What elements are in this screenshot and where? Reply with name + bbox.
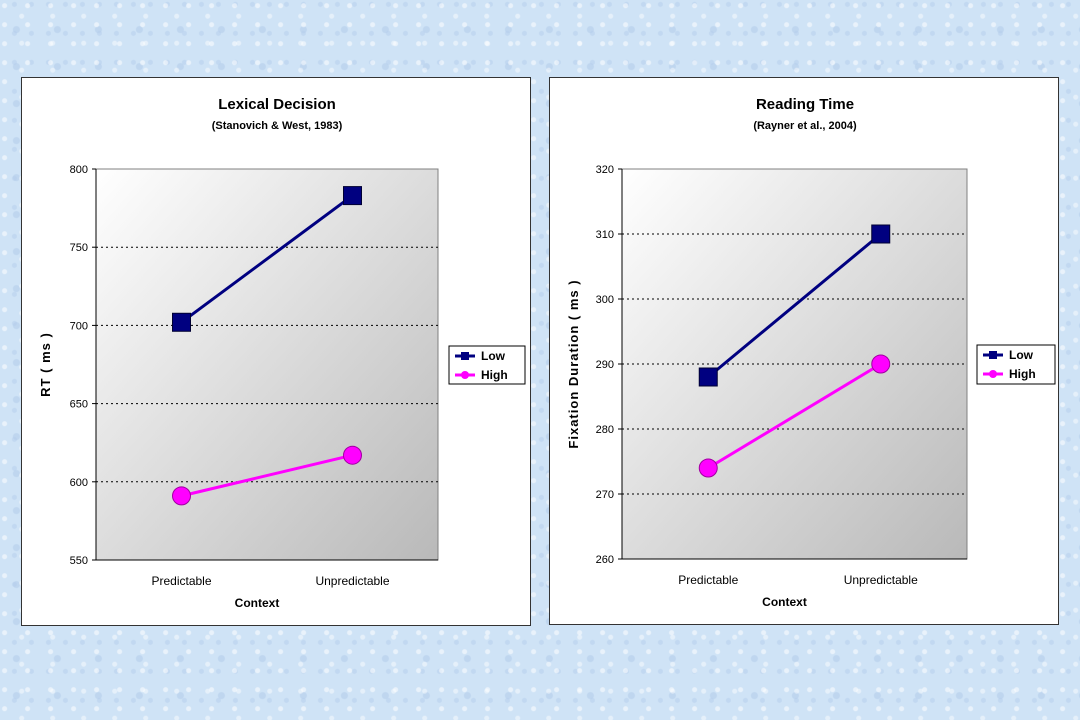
y-tick-label: 310: [596, 229, 614, 241]
series-line-high: [707, 362, 882, 470]
x-tick-label: Unpredictable: [844, 573, 918, 587]
y-tick-label: 260: [596, 554, 614, 566]
chart-title: Lexical Decision: [218, 96, 336, 113]
series-line-high: [181, 453, 353, 498]
legend-marker-high: [989, 370, 997, 378]
data-point-high: [698, 458, 718, 478]
data-point-high: [343, 445, 362, 465]
chart-panel-lexical-decision: Lexical Decision (Stanovich & West, 1983)…: [21, 77, 531, 626]
chart-panel-reading-time: Reading Time (Rayner et al., 2004) 260 270 2…: [549, 77, 1059, 625]
legend-marker-low: [989, 351, 997, 359]
y-tick-label: 700: [70, 320, 88, 332]
x-axis-title: Context: [235, 596, 280, 610]
x-tick-label: Predictable: [678, 573, 738, 587]
data-point-low: [698, 367, 718, 387]
y-tick-label: 300: [596, 294, 614, 306]
y-tick-label: 800: [70, 164, 88, 176]
y-tick-label: 750: [70, 242, 88, 254]
y-tick-label: 290: [596, 359, 614, 371]
y-tick-label: 550: [70, 555, 88, 567]
x-axis-title: Context: [762, 595, 807, 609]
legend-label-high: High: [481, 368, 508, 382]
data-point-low: [343, 186, 362, 206]
legend-marker-high: [461, 371, 469, 379]
chart-subtitle: (Rayner et al., 2004): [753, 120, 857, 132]
y-tick-label: 650: [70, 399, 88, 411]
reading-time-chart: Reading Time (Rayner et al., 2004) 260 270 2…: [566, 96, 1056, 609]
legend-box: [448, 345, 526, 385]
data-point-low: [172, 312, 191, 332]
x-tick-label: Predictable: [151, 574, 211, 588]
y-axis-title: RT ( ms ): [38, 332, 53, 397]
legend-label-low: Low: [481, 349, 506, 363]
data-point-high: [172, 486, 191, 506]
lexical-decision-chart: Lexical Decision (Stanovich & West, 1983)…: [38, 96, 526, 610]
legend-label-low: Low: [1009, 348, 1034, 362]
data-point-low: [871, 224, 891, 244]
legend-marker-low: [461, 352, 469, 360]
series-line-low: [180, 194, 354, 324]
data-point-high: [871, 354, 891, 374]
chart-subtitle: (Stanovich & West, 1983): [212, 120, 343, 132]
series-line-low: [707, 232, 882, 379]
y-axis-title: Fixation Duration ( ms ): [566, 279, 581, 448]
y-tick-label: 280: [596, 424, 614, 436]
legend-box: [976, 344, 1056, 385]
y-tick-label: 270: [596, 489, 614, 501]
chart-title: Reading Time: [756, 96, 854, 113]
x-tick-label: Unpredictable: [315, 574, 389, 588]
y-tick-label: 320: [596, 164, 614, 176]
legend-label-high: High: [1009, 367, 1036, 381]
y-tick-label: 600: [70, 477, 88, 489]
plot-area: [95, 168, 439, 561]
